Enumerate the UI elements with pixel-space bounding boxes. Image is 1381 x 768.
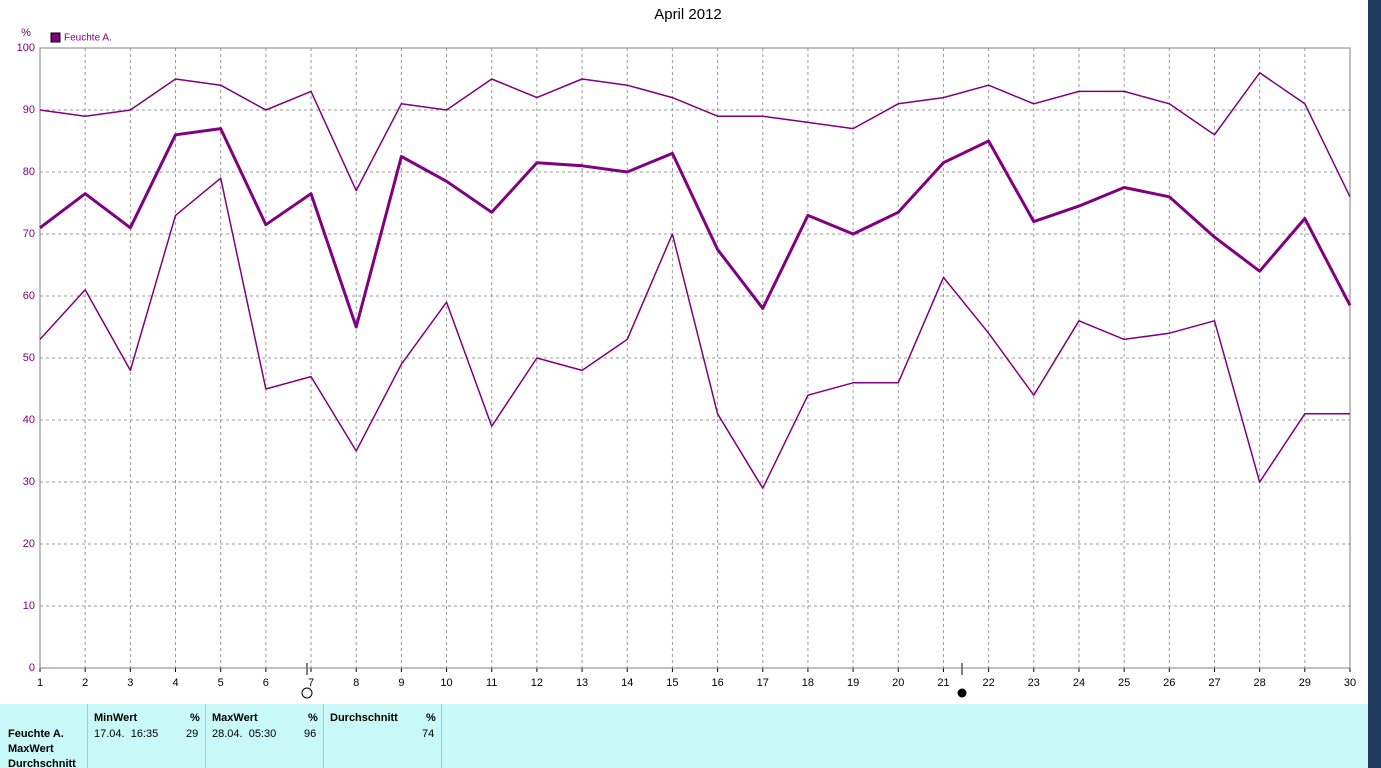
- x-tick-label: 23: [1028, 677, 1040, 689]
- x-tick-label: 6: [263, 677, 269, 689]
- x-tick-label: 28: [1254, 677, 1266, 689]
- cell-value: 29: [186, 728, 199, 740]
- separator: [205, 704, 206, 768]
- y-tick-label: 20: [23, 538, 35, 550]
- y-tick-label: 30: [23, 476, 35, 488]
- x-tick-label: 11: [486, 677, 497, 689]
- cursor-marker: [957, 688, 967, 698]
- y-tick-label: 60: [23, 290, 35, 302]
- cell-time: 28.04. 05:30: [212, 728, 277, 740]
- x-tick-label: 5: [218, 677, 224, 689]
- col-header: Durchschnitt: [330, 712, 398, 724]
- x-tick-label: 22: [982, 677, 994, 689]
- cell-value: 74: [422, 728, 435, 740]
- cursor-marker: [301, 687, 313, 699]
- chart: April 2012 % Feuchte A. 0 10 20 30 40 50 60 70 8…: [17, 6, 1356, 699]
- col-header: MinWert: [94, 712, 138, 724]
- x-tick-label: 16: [711, 677, 723, 689]
- x-tick-label: 21: [937, 677, 949, 689]
- chart-title: April 2012: [654, 6, 722, 23]
- stats-panel: Feuchte A. MaxWert Durchschnitt MinWert …: [0, 704, 1368, 768]
- legend-swatch: [50, 32, 61, 43]
- x-tick-label: 27: [1208, 677, 1220, 689]
- y-tick-label: 80: [23, 166, 35, 178]
- cell-time: 17.04. 16:35: [94, 728, 159, 740]
- separator: [87, 704, 88, 768]
- x-tick-label: 30: [1344, 677, 1356, 689]
- x-tick-label: 10: [440, 677, 452, 689]
- x-tick-label: 29: [1299, 677, 1311, 689]
- desktop-edge: [1368, 0, 1381, 768]
- col-unit: %: [190, 712, 200, 724]
- x-tick-label: 15: [666, 677, 678, 689]
- x-tick-label: 14: [621, 677, 633, 689]
- x-tick-label: 9: [398, 677, 404, 689]
- col-unit: %: [426, 712, 436, 724]
- x-tick-label: 12: [531, 677, 543, 689]
- y-tick-label: 0: [29, 662, 35, 674]
- legend-label: Feuchte A.: [64, 33, 112, 44]
- x-tick-label: 3: [127, 677, 133, 689]
- x-tick-label: 24: [1073, 677, 1085, 689]
- x-tick-label: 1: [37, 677, 43, 689]
- col-header: MaxWert: [212, 712, 258, 724]
- separator: [441, 704, 442, 768]
- x-tick-label: 25: [1118, 677, 1130, 689]
- row-label: MaxWert: [8, 743, 54, 755]
- x-tick-label: 26: [1163, 677, 1175, 689]
- x-tick-label: 8: [353, 677, 359, 689]
- x-tick-label: 2: [82, 677, 88, 689]
- x-tick-label: 20: [892, 677, 904, 689]
- data-line: [39, 72, 1351, 198]
- separator: [323, 704, 324, 768]
- y-tick-label: 50: [23, 352, 35, 364]
- cell-value: 96: [304, 728, 317, 740]
- y-tick-label: 100: [17, 42, 35, 54]
- y-tick-label: 40: [23, 414, 35, 426]
- data-line: [39, 127, 1352, 329]
- row-label: Feuchte A.: [8, 728, 64, 740]
- col-unit: %: [308, 712, 318, 724]
- y-tick-label: 10: [23, 600, 35, 612]
- data-line: [39, 177, 1350, 489]
- y-axis-label: %: [21, 27, 31, 39]
- y-tick-label: 90: [23, 104, 35, 116]
- x-tick-label: 18: [802, 677, 814, 689]
- x-tick-label: 4: [172, 677, 178, 689]
- row-label: Durchschnitt: [8, 758, 76, 768]
- x-tick-label: 19: [847, 677, 859, 689]
- x-tick-label: 7: [308, 677, 314, 689]
- plot-frame: [39, 47, 1351, 669]
- x-tick-label: 17: [757, 677, 769, 689]
- x-tick-label: 13: [576, 677, 588, 689]
- y-tick-label: 70: [23, 228, 35, 240]
